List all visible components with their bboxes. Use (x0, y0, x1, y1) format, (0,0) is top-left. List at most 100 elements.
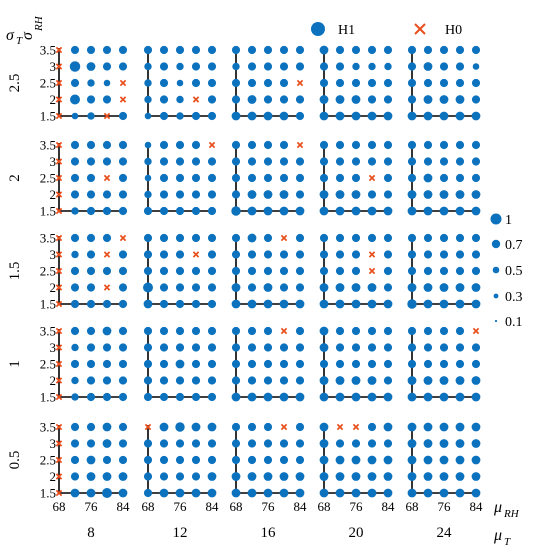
h1-point (407, 111, 417, 121)
h1-point (231, 326, 241, 336)
h0-marker (55, 46, 63, 54)
h1-point (407, 266, 417, 276)
h1-point (231, 111, 241, 121)
h1-point (247, 157, 257, 166)
h1-point (439, 422, 449, 432)
h1-point (351, 206, 361, 216)
h1-point (231, 206, 241, 216)
h1-point (351, 299, 361, 309)
h1-point (335, 173, 345, 183)
x-tick-label: 76 (438, 499, 452, 514)
h1-point (367, 376, 377, 385)
h1-point (279, 266, 289, 276)
h1-point (263, 140, 273, 150)
h0-marker (55, 284, 63, 291)
h1-point (455, 422, 465, 432)
h1-point (407, 45, 417, 55)
h1-point (471, 157, 481, 166)
h1-point (159, 45, 169, 55)
h1-point (86, 299, 96, 309)
h1-point (471, 439, 481, 448)
h1-point (295, 392, 305, 402)
y-tick-label: 3.5 (40, 231, 56, 246)
h1-point (207, 455, 217, 465)
h1-point (231, 233, 241, 243)
mu-rh-symbol: μ (493, 499, 502, 516)
h1-point (439, 95, 449, 104)
h1-point (319, 233, 329, 243)
h1-point (175, 299, 185, 309)
h1-point (352, 62, 360, 71)
h1-point (471, 455, 481, 465)
y-tick-label: 2.5 (40, 171, 56, 186)
h0-marker (55, 112, 63, 120)
h1-point (383, 343, 393, 352)
h1-point (231, 266, 241, 276)
h1-point (86, 140, 96, 150)
h1-point (191, 392, 201, 402)
mu-t-label: 16 (261, 525, 277, 541)
h1-point (319, 455, 329, 465)
h0-marker (55, 489, 63, 497)
h1-point (159, 488, 169, 498)
h1-point (191, 173, 201, 183)
h1-point (247, 266, 257, 276)
h1-point (70, 94, 80, 105)
h1-point (295, 343, 305, 352)
h1-point (159, 326, 169, 336)
h1-point (439, 359, 449, 369)
h1-point (207, 111, 217, 121)
h1-point (102, 45, 112, 55)
h1-point (191, 422, 201, 432)
h1-point (143, 282, 153, 293)
h1-point (455, 173, 465, 183)
h1-point (231, 45, 241, 55)
h1-point (207, 173, 217, 183)
h1-point (207, 233, 217, 243)
h0-marker (368, 174, 376, 182)
h1-point (118, 45, 128, 55)
h1-point (231, 455, 241, 465)
legend-size-07-marker (491, 239, 501, 249)
h1-point (455, 45, 465, 55)
h1-point (455, 266, 465, 276)
h1-point (383, 455, 393, 465)
h1-point (191, 157, 201, 166)
h1-point (335, 299, 345, 309)
h1-point (102, 326, 112, 336)
h1-point (295, 455, 305, 465)
x-tick-label: 68 (406, 499, 419, 514)
y-tick-label: 1.5 (40, 297, 56, 312)
h1-point (279, 190, 289, 199)
h1-point (263, 326, 273, 336)
h1-point (351, 266, 361, 276)
h1-point (118, 376, 128, 385)
h1-point (383, 206, 393, 216)
h1-point (263, 250, 273, 259)
h1-point (247, 233, 257, 243)
h1-point (455, 111, 465, 121)
h1-point (118, 250, 128, 259)
h1-point (367, 206, 377, 216)
h0-marker (103, 174, 111, 182)
h1-point (439, 455, 449, 465)
h1-point (471, 488, 481, 498)
h1-point (207, 472, 217, 481)
h1-point (423, 343, 433, 352)
h0-marker (103, 112, 111, 120)
h1-point (335, 455, 345, 465)
h1-point (191, 206, 201, 216)
h1-point (439, 266, 449, 276)
h1-point (159, 455, 169, 465)
h1-point (439, 140, 449, 150)
h1-point (207, 250, 217, 259)
h1-point (367, 111, 377, 121)
h1-point (263, 472, 273, 481)
x-tick-label: 76 (262, 499, 276, 514)
x-tick-label: 84 (470, 499, 484, 514)
h1-point (191, 488, 201, 498)
h1-point (279, 140, 289, 150)
h1-point (335, 140, 345, 150)
panel-sigmaT-1.5-muT-12 (143, 233, 217, 309)
h1-point (207, 62, 217, 71)
